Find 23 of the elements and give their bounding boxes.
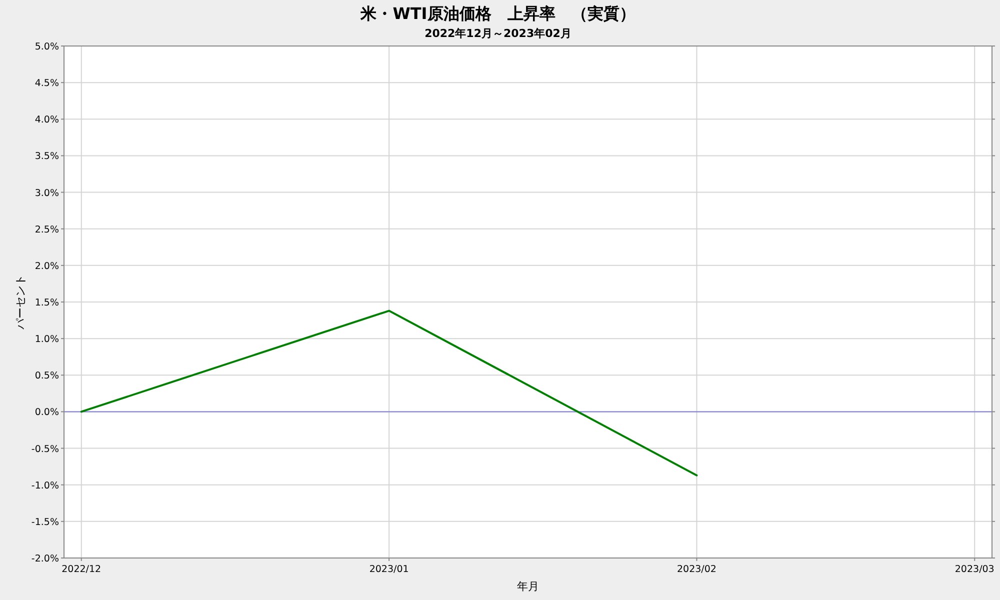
y-tick-label: 2.5% <box>34 224 59 236</box>
x-tick-label: 2023/02 <box>676 564 716 575</box>
y-tick-label: 4.5% <box>34 78 59 90</box>
y-tick-label: 4.0% <box>34 114 59 126</box>
y-tick-label: -1.0% <box>31 480 59 492</box>
y-tick-label: 3.5% <box>34 151 59 162</box>
y-tick-label: -0.5% <box>31 444 59 455</box>
x-axis-title: 年月 <box>517 580 539 593</box>
y-tick-label: -2.0% <box>31 554 59 564</box>
x-tick-label: 2022/12 <box>62 564 102 575</box>
y-tick-label: 0.5% <box>34 370 59 382</box>
chart-subtitle: 2022年12月～2023年02月 <box>424 27 572 40</box>
y-axis-title: パーセント <box>14 274 27 330</box>
y-tick-label: 2.0% <box>34 260 59 272</box>
y-tick-label: 0.0% <box>34 407 59 418</box>
y-tick-label: 3.0% <box>34 188 59 199</box>
y-tick-label: 1.5% <box>34 298 59 308</box>
y-tick-label: 1.0% <box>34 334 59 346</box>
y-tick-label: -1.5% <box>31 516 59 528</box>
y-tick-label: 5.0% <box>34 42 59 52</box>
x-tick-label: 2023/03 <box>954 564 994 575</box>
chart-title: 米・WTI原油価格 上昇率 （実質） <box>360 4 636 23</box>
x-tick-label: 2023/01 <box>369 564 409 575</box>
